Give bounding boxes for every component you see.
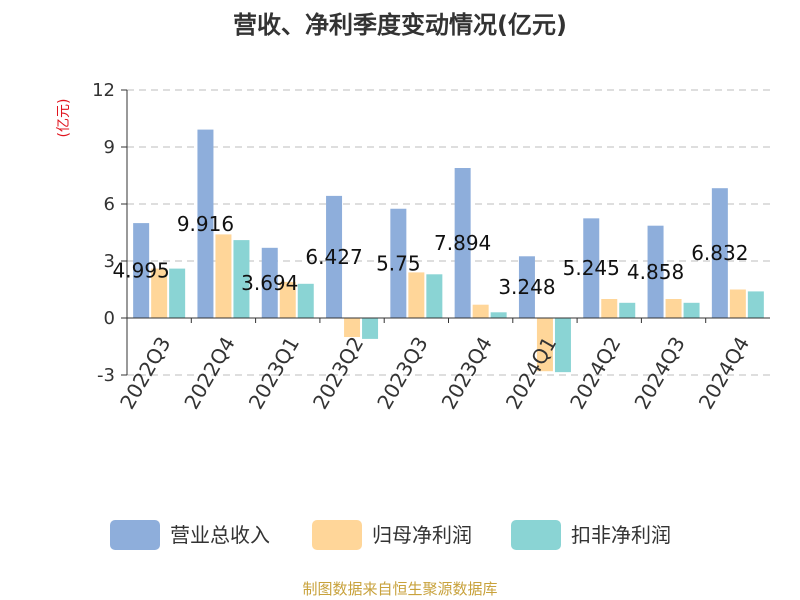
bar-2023Q3-0 (390, 208, 407, 318)
bar-2022Q4-2 (233, 240, 250, 318)
bar-2022Q4-0 (197, 129, 214, 318)
x-tick-label: 2024Q1 (501, 333, 561, 414)
bar-2024Q4-2 (747, 291, 764, 318)
x-tick-label: 2024Q3 (629, 333, 689, 414)
x-tick-label: 2023Q3 (372, 333, 432, 414)
bar-2024Q3-2 (683, 302, 700, 318)
bar-2023Q2-0 (326, 195, 343, 318)
bar-2023Q1-0 (261, 247, 278, 318)
data-label: 5.75 (376, 251, 421, 275)
data-label: 6.832 (691, 241, 748, 265)
y-axis-unit: (亿元) (56, 99, 72, 138)
bar-2023Q1-2 (297, 283, 314, 318)
bar-2022Q3-0 (133, 223, 150, 318)
bar-2022Q3-1 (151, 268, 168, 318)
x-tick-label: 2023Q1 (244, 333, 304, 414)
bar-2023Q4-1 (472, 304, 489, 318)
bar-2023Q3-1 (408, 272, 425, 318)
bar-2024Q1-1 (536, 318, 553, 372)
bar-2024Q1-0 (518, 256, 535, 318)
legend-swatch (511, 520, 561, 550)
x-tick-label: 2022Q4 (179, 333, 239, 414)
data-label: 3.694 (241, 271, 298, 295)
bar-2023Q2-2 (362, 318, 379, 339)
bar-2024Q2-1 (601, 299, 618, 318)
bar-2023Q4-2 (490, 312, 507, 318)
bar-2023Q3-2 (426, 274, 443, 318)
x-tick-label: 2022Q3 (115, 333, 175, 414)
y-tick-labels: 12 9 6 3 0 -3 (92, 80, 115, 386)
source-note: 制图数据来自恒生聚源数据库 (302, 580, 497, 598)
bar-2023Q1-1 (279, 281, 296, 318)
y-tick-label: 6 (104, 194, 115, 215)
data-labels: 4.995 9.916 3.694 6.427 5.75 7.894 3.248 5.245 4… (113, 212, 749, 299)
data-label: 3.248 (498, 275, 555, 299)
chart-title: 营收、净利季度变动情况(亿元) (233, 11, 567, 39)
bar-2024Q4-1 (729, 289, 746, 318)
bar-2024Q3-1 (665, 299, 682, 318)
y-tick-label: 12 (92, 80, 115, 101)
x-tick-label: 2024Q2 (565, 333, 625, 414)
bar-2024Q2-0 (583, 218, 600, 318)
y-tick-label: 0 (104, 308, 115, 329)
legend-label: 营业总收入 (170, 523, 270, 547)
bar-2024Q2-2 (619, 302, 636, 318)
y-tick-label: 3 (104, 251, 115, 272)
bar-2022Q3-2 (169, 268, 186, 318)
data-label: 4.995 (113, 259, 170, 283)
legend-label: 扣非净利润 (571, 523, 671, 547)
legend-label: 归母净利润 (372, 523, 472, 547)
bar-2024Q4-0 (711, 188, 728, 318)
x-tick-label: 2023Q2 (308, 333, 368, 414)
bar-2024Q3-0 (647, 225, 664, 318)
data-label: 9.916 (177, 212, 234, 236)
legend-swatch (312, 520, 362, 550)
bars (133, 129, 764, 373)
data-label: 5.245 (563, 256, 620, 280)
x-tick-label: 2023Q4 (437, 333, 497, 414)
data-label: 4.858 (627, 260, 684, 284)
data-label: 7.894 (434, 231, 491, 255)
legend: 营业总收入 归母净利润 扣非净利润 (110, 520, 671, 550)
axes (121, 89, 770, 376)
y-tick-label: -3 (97, 365, 115, 386)
bar-2023Q2-1 (344, 318, 361, 337)
x-tick-labels: 2022Q3 2022Q4 2023Q1 2023Q2 2023Q3 2023Q4 2024… (115, 333, 754, 414)
data-label: 6.427 (305, 245, 362, 269)
bar-2024Q1-2 (554, 318, 571, 373)
bar-2023Q4-0 (454, 168, 471, 318)
y-tick-label: 9 (104, 137, 115, 158)
bar-2022Q4-1 (215, 234, 232, 318)
legend-swatch (110, 520, 160, 550)
x-tick-label: 2024Q4 (694, 333, 754, 414)
